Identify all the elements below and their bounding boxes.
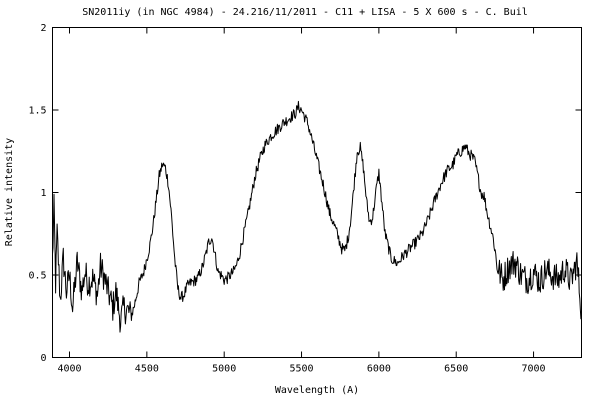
y-tick-label: 2 xyxy=(40,23,46,34)
y-tick-label: 1.5 xyxy=(28,106,46,117)
x-tick-label: 5000 xyxy=(212,364,236,375)
chart-title: SN2011iy (in NGC 4984) - 24.216/11/2011 … xyxy=(82,7,528,18)
y-tick-label: 1 xyxy=(40,188,46,199)
x-tick-label: 7000 xyxy=(522,364,546,375)
x-tick-label: 4000 xyxy=(57,364,81,375)
y-axis: 0 0.5 1 1.5 2 xyxy=(28,23,582,364)
x-axis: 4000 4500 5000 5500 6000 6500 7000 xyxy=(57,27,546,375)
x-tick-label: 6500 xyxy=(444,364,468,375)
x-tick-label: 4500 xyxy=(135,364,159,375)
y-tick-label: 0 xyxy=(40,353,46,364)
series-line-spectrum xyxy=(52,100,582,333)
x-tick-label: 6000 xyxy=(367,364,391,375)
x-axis-label: Wavelength (A) xyxy=(275,385,359,396)
y-axis-label: Relative intensity xyxy=(4,138,15,246)
x-tick-label: 5500 xyxy=(289,364,313,375)
y-tick-label: 0.5 xyxy=(28,271,46,282)
